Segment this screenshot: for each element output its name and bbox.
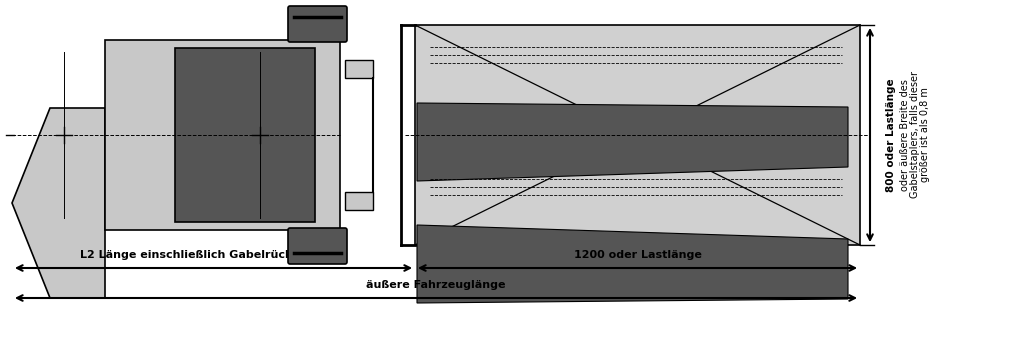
Bar <box>105 40 340 230</box>
Text: L2 Länge einschließlich Gabelrücken: L2 Länge einschließlich Gabelrücken <box>80 250 307 260</box>
Polygon shape <box>417 103 848 181</box>
FancyBboxPatch shape <box>288 6 347 42</box>
Text: äußere Fahrzeuglänge: äußere Fahrzeuglänge <box>367 280 506 290</box>
Text: größer ist als 0,8 m: größer ist als 0,8 m <box>920 88 930 183</box>
Text: Gabelstaplers, falls dieser: Gabelstaplers, falls dieser <box>910 72 920 198</box>
FancyBboxPatch shape <box>288 228 347 264</box>
Polygon shape <box>417 225 848 303</box>
Text: 1200 oder Lastlänge: 1200 oder Lastlänge <box>573 250 701 260</box>
Bar <box>345 60 373 78</box>
Text: oder äußere Breite des: oder äußere Breite des <box>900 79 910 191</box>
Bar <box>175 48 315 222</box>
Bar <box>415 25 860 245</box>
Bar <box>345 192 373 210</box>
Polygon shape <box>12 108 105 298</box>
Text: 800 oder Lastlänge: 800 oder Lastlänge <box>886 78 896 192</box>
